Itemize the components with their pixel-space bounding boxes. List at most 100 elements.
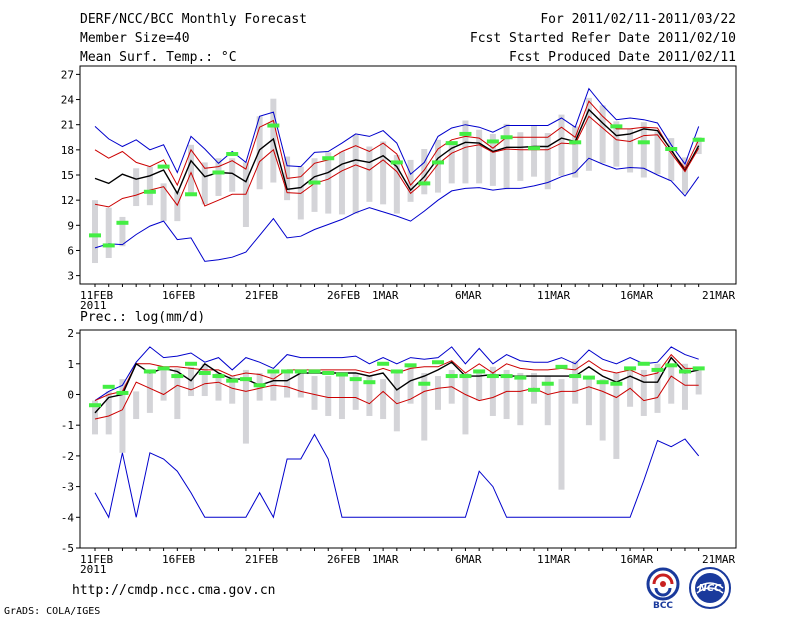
observed-marker bbox=[335, 372, 348, 377]
min-line bbox=[94, 433, 700, 519]
y-tick-label: 3 bbox=[67, 270, 74, 283]
mean-line bbox=[94, 108, 700, 195]
range-bar bbox=[476, 369, 483, 401]
observed-marker bbox=[459, 374, 472, 379]
x-year-label: 2011 bbox=[80, 563, 107, 576]
observed-marker bbox=[486, 139, 499, 144]
observed-marker bbox=[610, 124, 623, 129]
x-tick-label: 6MAR bbox=[455, 289, 482, 302]
range-bar bbox=[160, 369, 167, 401]
forecast-produced-date: Fcst Produced Date 2011/02/11 bbox=[509, 50, 736, 65]
range-bar bbox=[435, 376, 441, 410]
y-tick-label: -2 bbox=[61, 450, 74, 463]
x-tick-label: 11MAR bbox=[537, 289, 570, 302]
range-bar bbox=[654, 363, 661, 413]
member-size: Member Size=40 bbox=[80, 31, 190, 46]
range-bar bbox=[160, 183, 167, 222]
range-bar bbox=[489, 366, 496, 416]
range-bar bbox=[421, 372, 428, 441]
observed-marker bbox=[692, 366, 705, 371]
source-url[interactable]: http://cmdp.ncc.cma.gov.cn bbox=[72, 583, 276, 598]
range-bar bbox=[599, 105, 606, 164]
range-bar bbox=[311, 158, 318, 212]
range-bar bbox=[435, 139, 441, 193]
observed-marker bbox=[541, 381, 554, 386]
range-bar bbox=[668, 138, 675, 181]
observed-marker bbox=[212, 170, 225, 175]
range-bar bbox=[462, 372, 469, 435]
observed-marker bbox=[267, 369, 280, 374]
observed-marker bbox=[157, 366, 170, 371]
observed-marker bbox=[267, 123, 280, 128]
x-tick-label: 11FEB bbox=[80, 553, 113, 566]
observed-marker bbox=[500, 374, 513, 379]
range-bar bbox=[517, 372, 524, 426]
mean-line bbox=[94, 356, 699, 414]
observed-marker bbox=[102, 243, 115, 248]
x-tick-label: 16FEB bbox=[162, 553, 195, 566]
range-bar bbox=[352, 372, 359, 410]
range-bar bbox=[393, 154, 400, 214]
observed-marker bbox=[281, 369, 294, 374]
y-tick-label: 12 bbox=[61, 194, 74, 207]
forecast-period: For 2011/02/11-2011/03/22 bbox=[540, 12, 736, 27]
range-bar bbox=[256, 116, 263, 190]
range-bar bbox=[668, 366, 675, 404]
observed-marker bbox=[308, 369, 321, 374]
range-bar bbox=[92, 400, 98, 435]
observed-marker bbox=[294, 369, 307, 374]
range-bar bbox=[393, 372, 400, 432]
temperature-chart: 3 6 9 12 15 18 21 24 27 11FEB 16FEB 21FEB 26FEB 1MAR 6… bbox=[61, 68, 736, 312]
observed-marker bbox=[514, 375, 527, 380]
grads-credit: GrADS: COLA/IGES bbox=[4, 606, 101, 617]
range-bar bbox=[585, 97, 592, 171]
observed-marker bbox=[171, 374, 184, 379]
bcc-logo-text: BCC bbox=[653, 601, 673, 610]
range-bar bbox=[627, 366, 634, 407]
x-tick-label: 16FEB bbox=[162, 289, 195, 302]
range-bar bbox=[146, 369, 153, 413]
range-bar bbox=[201, 363, 208, 397]
observed-marker bbox=[198, 370, 211, 375]
observed-marker bbox=[473, 369, 486, 374]
observed-marker bbox=[322, 370, 335, 375]
observed-marker bbox=[665, 363, 678, 368]
upper-spread-line bbox=[94, 100, 700, 187]
observed-marker bbox=[432, 360, 444, 365]
range-bar bbox=[146, 166, 153, 206]
observed-marker bbox=[692, 137, 705, 142]
forecast-start-date: Fcst Started Refer Date 2011/02/10 bbox=[469, 31, 736, 46]
observed-marker bbox=[226, 152, 239, 157]
x-year-label: 2011 bbox=[80, 299, 107, 312]
observed-marker bbox=[239, 377, 252, 382]
x-tick-label: 16MAR bbox=[620, 553, 653, 566]
observed-marker bbox=[322, 156, 335, 161]
x-tick-label: 21MAR bbox=[702, 289, 735, 302]
range-bar bbox=[640, 122, 647, 178]
range-bar bbox=[133, 168, 140, 207]
observed-marker bbox=[610, 381, 623, 386]
y-tick-label: 15 bbox=[61, 169, 74, 182]
range-bar bbox=[613, 121, 620, 167]
ncc-logo-text: NCC bbox=[698, 583, 722, 594]
x-tick-label: 16MAR bbox=[620, 289, 653, 302]
range-bar bbox=[119, 216, 126, 247]
range-bar bbox=[352, 134, 359, 214]
precipitation-chart: 2 1 0 -1 -2 -3 -4 -5 11FEB 16FEB 21FEB 26FEB 1MAR 6MA… bbox=[61, 327, 736, 576]
range-bar bbox=[284, 369, 291, 398]
range-bar bbox=[613, 372, 620, 459]
x-tick-label: 21FEB bbox=[245, 553, 278, 566]
lower-spread-line bbox=[94, 375, 699, 420]
observed-marker bbox=[651, 367, 664, 372]
range-bar bbox=[695, 137, 702, 155]
y-tick-label: 27 bbox=[61, 68, 74, 81]
x-tick-label: 11MAR bbox=[537, 553, 570, 566]
observed-marker bbox=[253, 383, 266, 388]
range-bar bbox=[531, 125, 538, 177]
range-bar bbox=[572, 360, 579, 404]
x-tick-label: 11FEB bbox=[80, 289, 113, 302]
range-bar bbox=[421, 149, 428, 195]
range-bar bbox=[544, 133, 551, 190]
y-tick-label: 21 bbox=[61, 119, 74, 132]
observed-marker bbox=[528, 387, 541, 392]
